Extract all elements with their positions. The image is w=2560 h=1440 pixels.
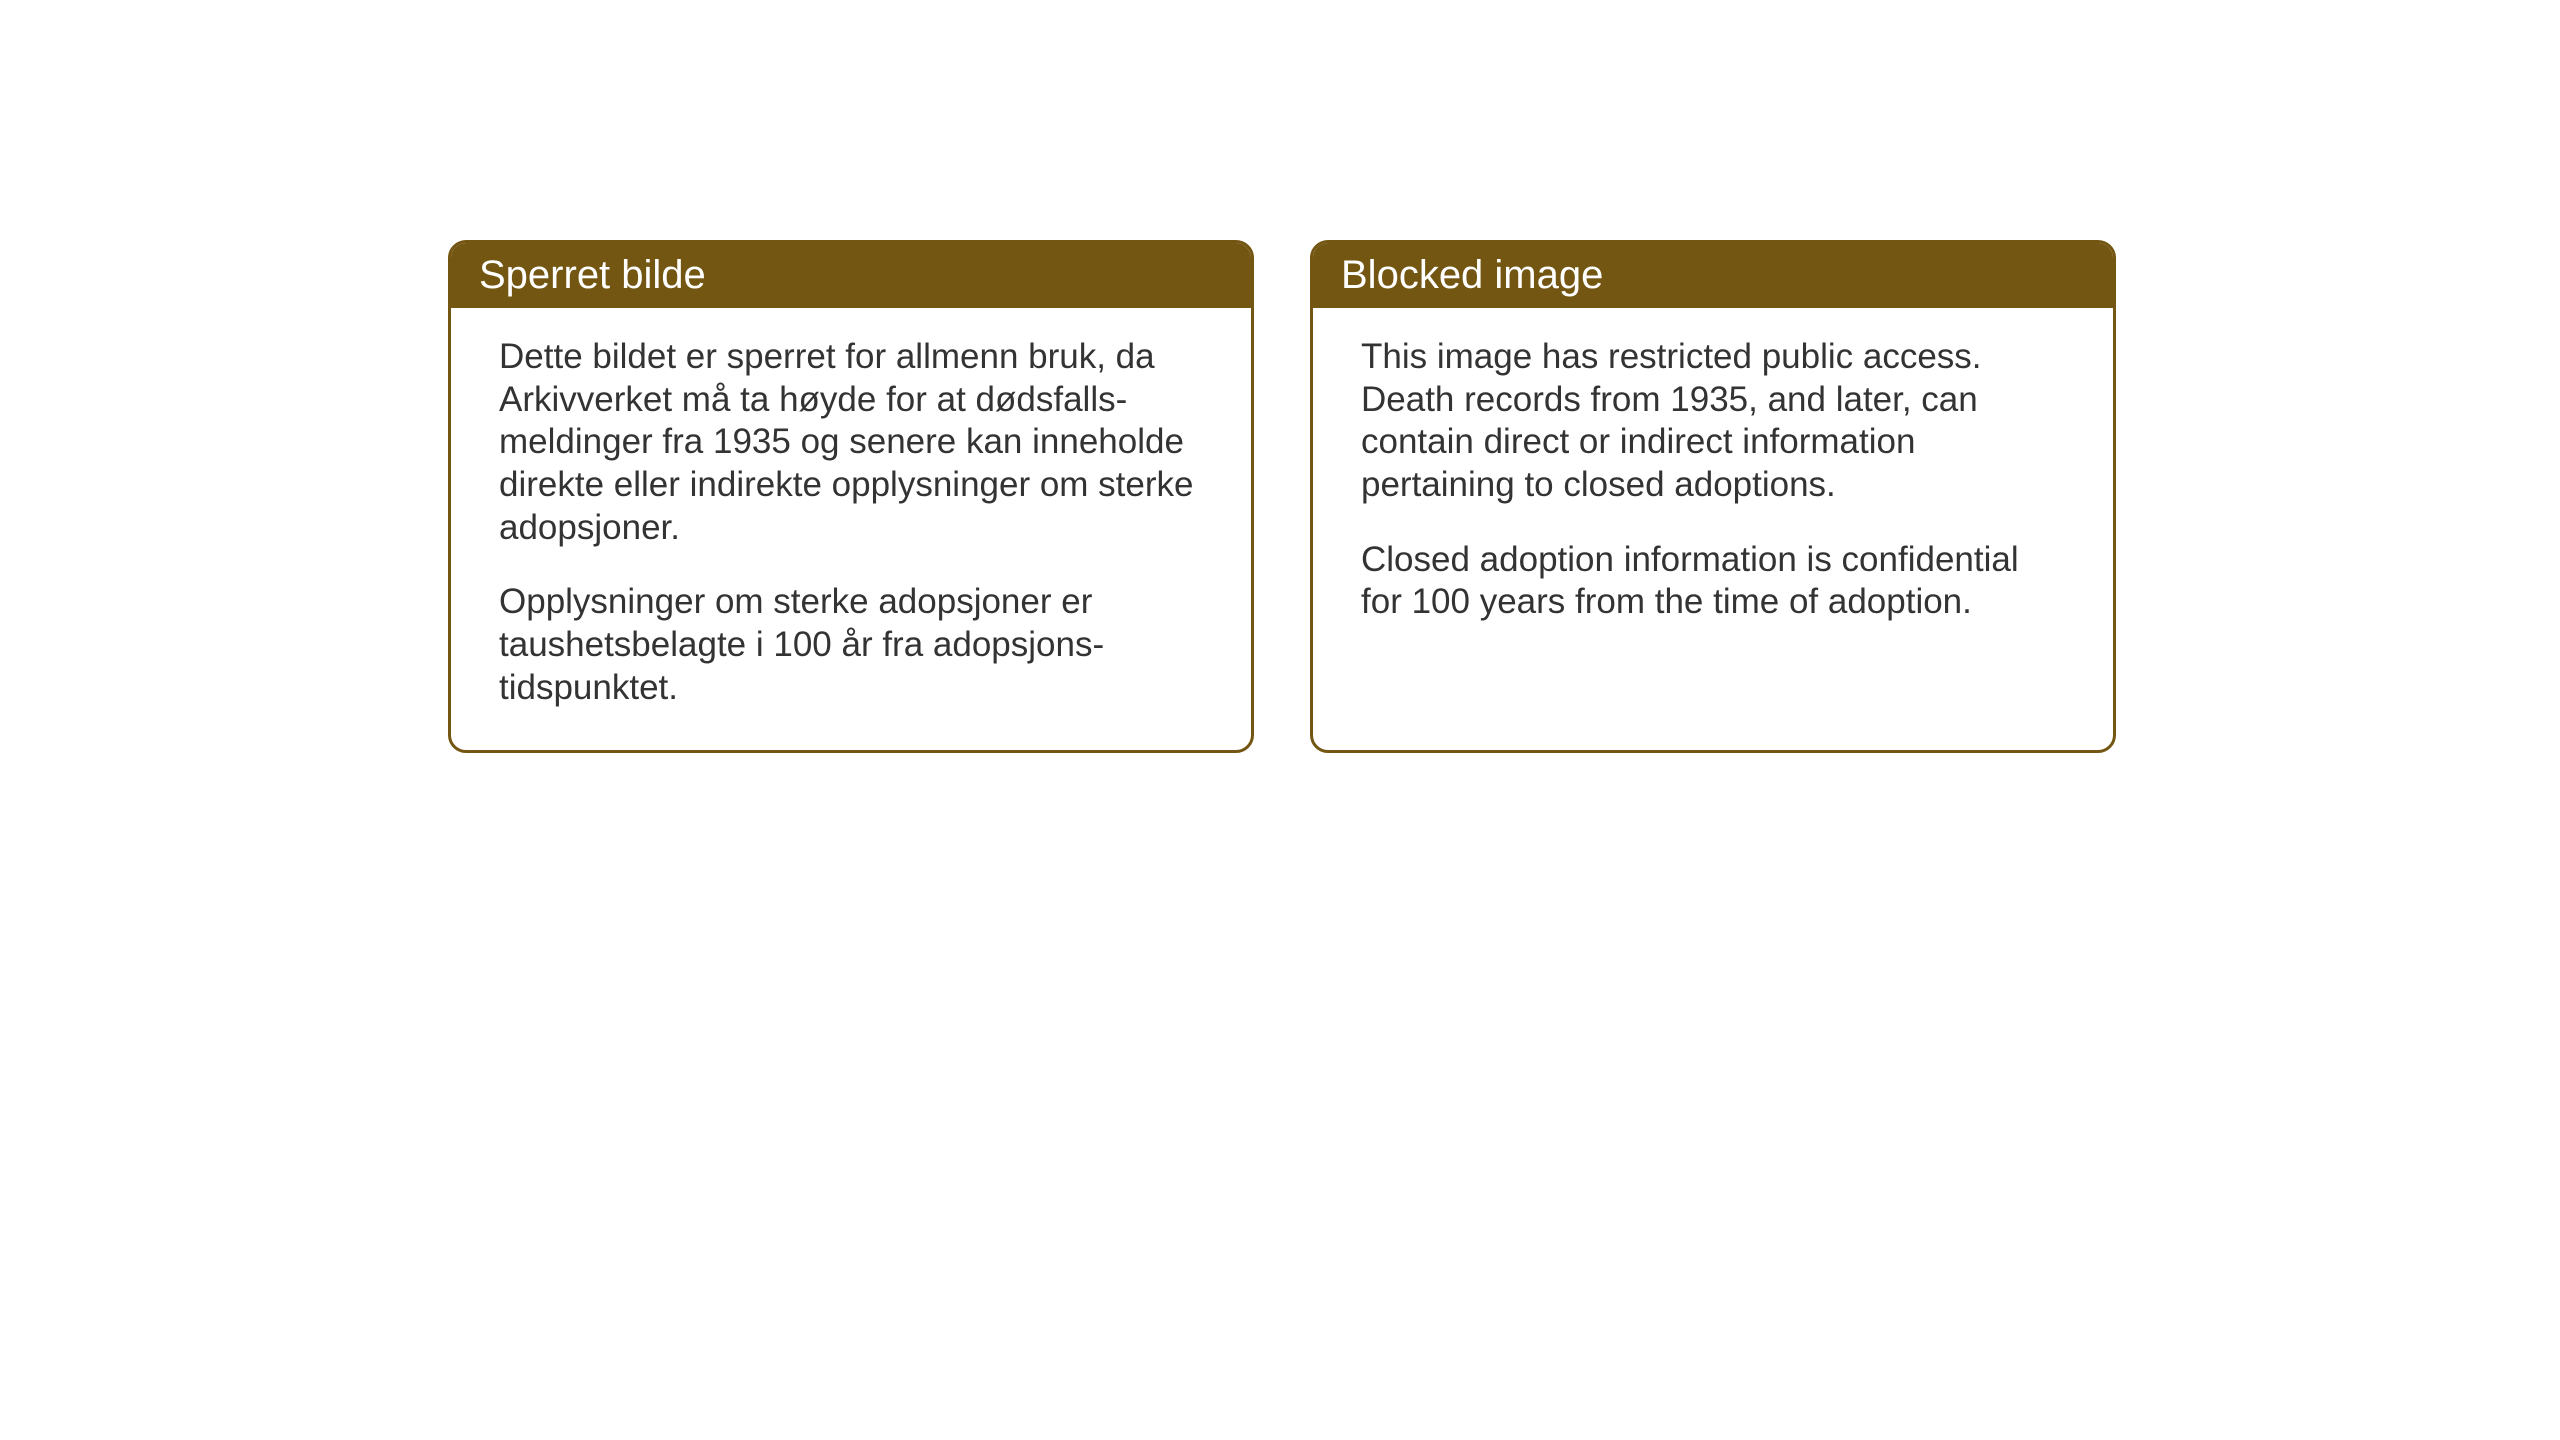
notice-card-english: Blocked image This image has restricted … [1310,240,2116,753]
notice-paragraph-1-norwegian: Dette bildet er sperret for allmenn bruk… [499,336,1203,549]
notice-paragraph-2-norwegian: Opplysninger om sterke adopsjoner er tau… [499,581,1203,709]
notice-card-norwegian: Sperret bilde Dette bildet er sperret fo… [448,240,1254,753]
notice-body-norwegian: Dette bildet er sperret for allmenn bruk… [451,308,1251,750]
notice-paragraph-2-english: Closed adoption information is confident… [1361,539,2065,624]
notice-paragraph-1-english: This image has restricted public access.… [1361,336,2065,507]
notice-title-english: Blocked image [1313,243,2113,308]
notice-title-norwegian: Sperret bilde [451,243,1251,308]
notice-body-english: This image has restricted public access.… [1313,308,2113,664]
notice-container: Sperret bilde Dette bildet er sperret fo… [448,240,2116,753]
